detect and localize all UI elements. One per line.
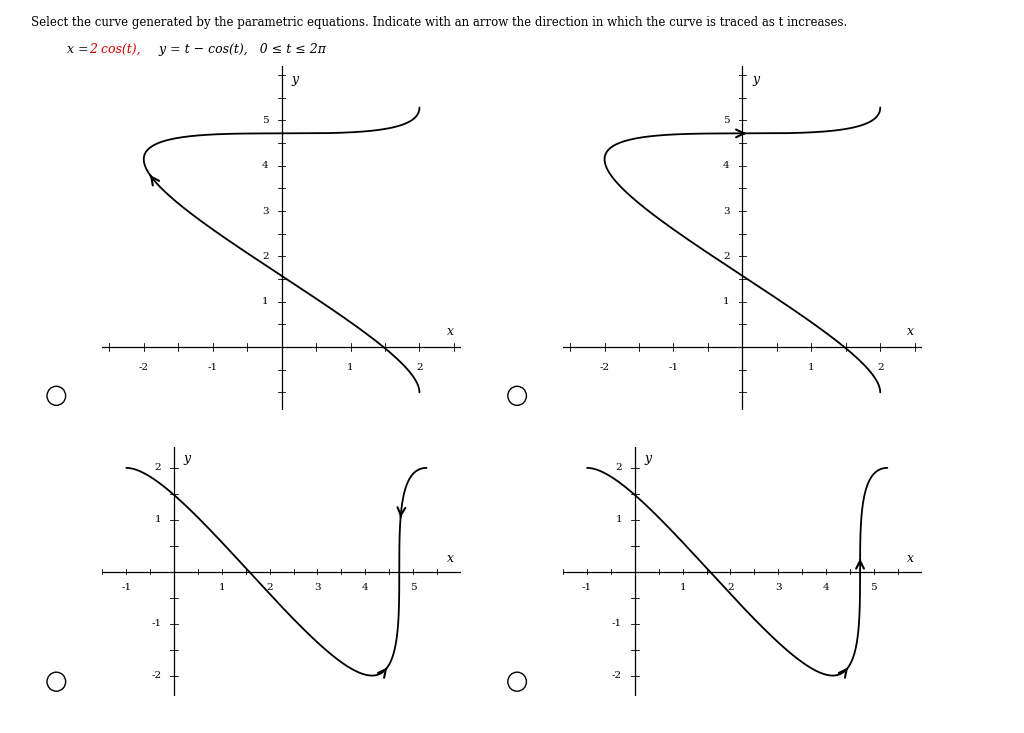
Text: -1: -1 [152, 619, 161, 628]
Text: x: x [907, 325, 914, 338]
Text: 3: 3 [314, 583, 321, 592]
Text: 4: 4 [262, 161, 268, 170]
Text: 1: 1 [679, 583, 686, 592]
Text: x: x [907, 552, 914, 565]
Text: y: y [644, 452, 651, 465]
Text: 1: 1 [808, 363, 815, 372]
Text: 2: 2 [416, 363, 423, 372]
Text: -2: -2 [152, 671, 161, 680]
Text: 2 cos(t),: 2 cos(t), [89, 43, 140, 56]
Text: y: y [183, 452, 190, 465]
Text: 4: 4 [361, 583, 369, 592]
Text: -1: -1 [582, 583, 592, 592]
Text: 2: 2 [262, 252, 268, 261]
Text: 1: 1 [155, 515, 161, 524]
Text: -1: -1 [669, 363, 679, 372]
Text: -2: -2 [138, 363, 148, 372]
Text: y: y [291, 73, 298, 86]
Text: 2: 2 [723, 252, 729, 261]
Text: -1: -1 [612, 619, 622, 628]
Text: 1: 1 [723, 297, 729, 306]
Text: 5: 5 [723, 116, 729, 125]
Text: 1: 1 [347, 363, 354, 372]
Text: 2: 2 [727, 583, 734, 592]
Text: x: x [446, 552, 454, 565]
Text: 2: 2 [615, 463, 622, 472]
Text: 4: 4 [822, 583, 829, 592]
Text: 2: 2 [155, 463, 161, 472]
Text: 5: 5 [870, 583, 878, 592]
Text: x: x [446, 325, 454, 338]
Text: Select the curve generated by the parametric equations. Indicate with an arrow t: Select the curve generated by the parame… [31, 16, 847, 29]
Text: -1: -1 [121, 583, 131, 592]
Text: 3: 3 [262, 207, 268, 216]
Text: -2: -2 [612, 671, 622, 680]
Text: 1: 1 [615, 515, 622, 524]
Text: -2: -2 [599, 363, 609, 372]
Text: 4: 4 [723, 161, 729, 170]
Text: 2: 2 [877, 363, 884, 372]
Text: 2: 2 [266, 583, 273, 592]
Text: 1: 1 [262, 297, 268, 306]
Text: -1: -1 [208, 363, 218, 372]
Text: y: y [752, 73, 759, 86]
Text: 5: 5 [410, 583, 417, 592]
Text: x =: x = [67, 43, 92, 56]
Text: 3: 3 [775, 583, 781, 592]
Text: 5: 5 [262, 116, 268, 125]
Text: 3: 3 [723, 207, 729, 216]
Text: 1: 1 [218, 583, 225, 592]
Text: y = t − cos(t),   0 ≤ t ≤ 2π: y = t − cos(t), 0 ≤ t ≤ 2π [151, 43, 326, 56]
